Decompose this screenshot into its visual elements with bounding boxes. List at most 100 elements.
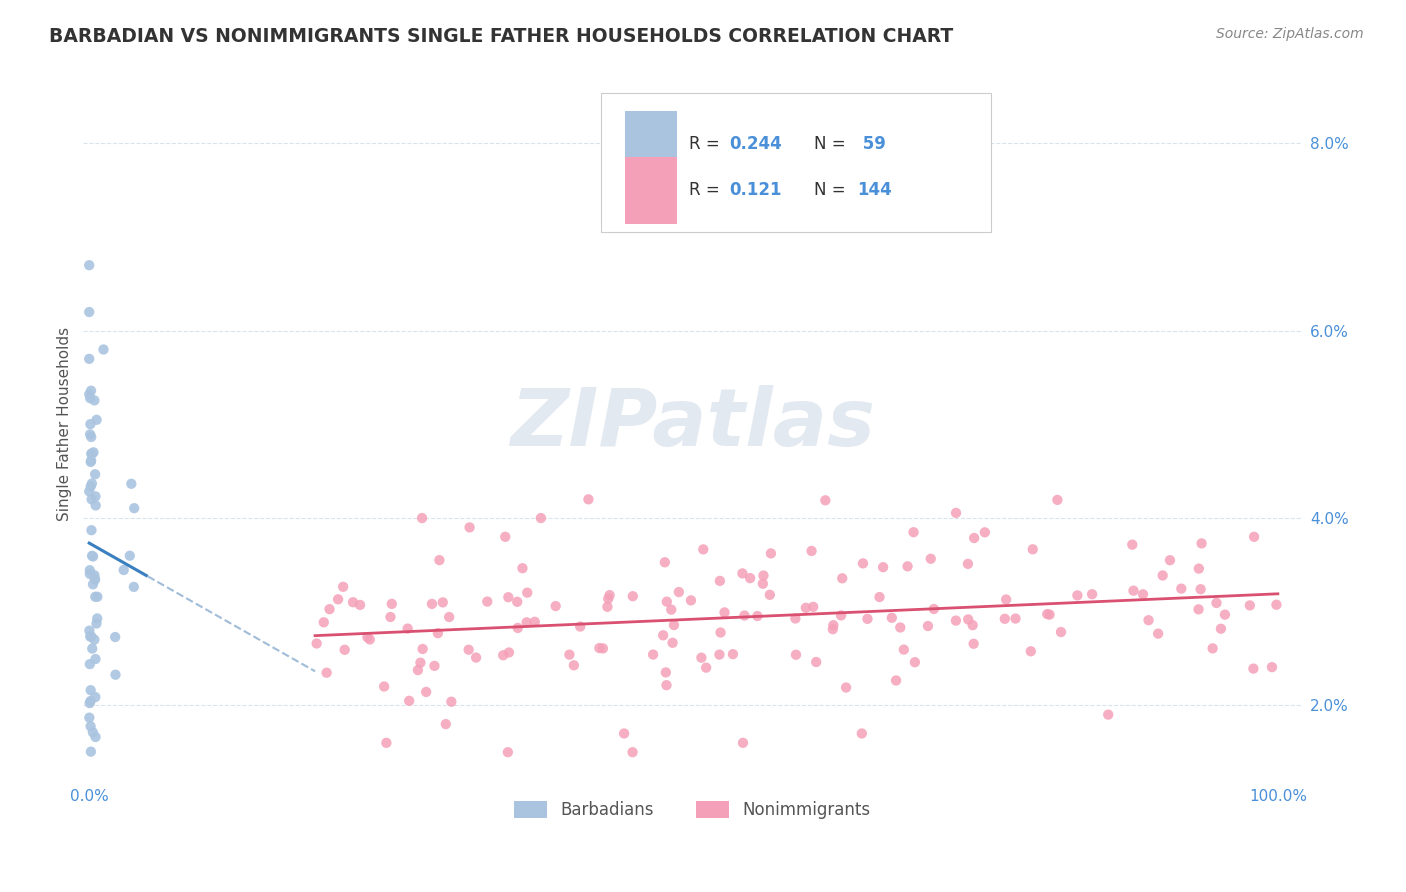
Point — [512, 561, 534, 575]
Point — [945, 506, 967, 520]
Point — [79, 624, 101, 638]
Point — [373, 680, 395, 694]
Point — [79, 427, 101, 442]
Point — [962, 637, 984, 651]
Point — [821, 622, 844, 636]
Point — [80, 455, 103, 469]
Point — [709, 625, 731, 640]
Point — [523, 615, 546, 629]
Point — [1241, 662, 1264, 676]
Point — [516, 585, 538, 599]
Point — [349, 598, 371, 612]
Point — [104, 630, 127, 644]
Point — [558, 648, 581, 662]
Point — [84, 467, 107, 482]
Point — [596, 599, 619, 614]
Point — [1243, 530, 1265, 544]
Point — [1205, 596, 1227, 610]
Point — [889, 620, 911, 634]
Point — [1191, 536, 1213, 550]
Point — [429, 553, 451, 567]
Point — [654, 555, 676, 569]
Point — [406, 663, 429, 677]
Point — [506, 621, 529, 635]
Point — [896, 559, 918, 574]
Point — [1036, 607, 1059, 621]
Point — [77, 258, 100, 272]
Text: Source: ZipAtlas.com: Source: ZipAtlas.com — [1216, 27, 1364, 41]
Point — [713, 606, 735, 620]
Text: N =: N = — [814, 181, 851, 199]
Point — [800, 544, 823, 558]
Point — [84, 730, 107, 744]
Point — [814, 493, 837, 508]
Point — [661, 636, 683, 650]
Point — [643, 648, 665, 662]
Point — [578, 492, 600, 507]
FancyBboxPatch shape — [626, 157, 676, 224]
Point — [80, 630, 103, 644]
Point — [380, 610, 402, 624]
Text: BARBADIAN VS NONIMMIGRANTS SINGLE FATHER HOUSEHOLDS CORRELATION CHART: BARBADIAN VS NONIMMIGRANTS SINGLE FATHER… — [49, 27, 953, 45]
Point — [1239, 599, 1261, 613]
Point — [80, 492, 103, 507]
Point — [356, 630, 378, 644]
Point — [962, 618, 984, 632]
Point — [920, 551, 942, 566]
Point — [690, 650, 713, 665]
Point — [806, 655, 828, 669]
Point — [420, 597, 443, 611]
Point — [84, 573, 107, 587]
Point — [872, 560, 894, 574]
Point — [1132, 587, 1154, 601]
Point — [530, 511, 553, 525]
Point — [1201, 641, 1223, 656]
Point — [80, 479, 103, 493]
Point — [1188, 561, 1211, 575]
Point — [785, 611, 807, 625]
FancyBboxPatch shape — [626, 111, 676, 178]
Point — [80, 447, 103, 461]
Point — [1022, 542, 1045, 557]
Point — [621, 745, 644, 759]
Y-axis label: Single Father Households: Single Father Households — [58, 327, 72, 522]
Point — [496, 745, 519, 759]
Point — [342, 595, 364, 609]
Point — [77, 305, 100, 319]
Point — [830, 608, 852, 623]
Point — [759, 546, 782, 560]
Point — [80, 523, 103, 537]
Point — [86, 413, 108, 427]
Point — [80, 745, 103, 759]
Point — [1039, 607, 1062, 622]
Point — [752, 568, 775, 582]
Point — [1170, 582, 1192, 596]
Text: 0.244: 0.244 — [728, 136, 782, 153]
Point — [79, 694, 101, 708]
Point — [692, 542, 714, 557]
Point — [785, 648, 807, 662]
Point — [465, 650, 488, 665]
Point — [426, 626, 449, 640]
Point — [823, 618, 845, 632]
Point — [80, 549, 103, 563]
Point — [733, 608, 755, 623]
Point — [437, 610, 460, 624]
Point — [312, 615, 335, 630]
Point — [84, 499, 107, 513]
Point — [945, 614, 967, 628]
Point — [82, 549, 104, 564]
Point — [721, 647, 744, 661]
Text: ZIPatlas: ZIPatlas — [510, 385, 875, 464]
Point — [80, 453, 103, 467]
Point — [83, 393, 105, 408]
Point — [659, 602, 682, 616]
Point — [305, 636, 328, 650]
Point — [1209, 622, 1232, 636]
Point — [79, 566, 101, 581]
Point — [884, 673, 907, 688]
Point — [869, 590, 891, 604]
Point — [1081, 587, 1104, 601]
Point — [118, 549, 141, 563]
Point — [104, 667, 127, 681]
